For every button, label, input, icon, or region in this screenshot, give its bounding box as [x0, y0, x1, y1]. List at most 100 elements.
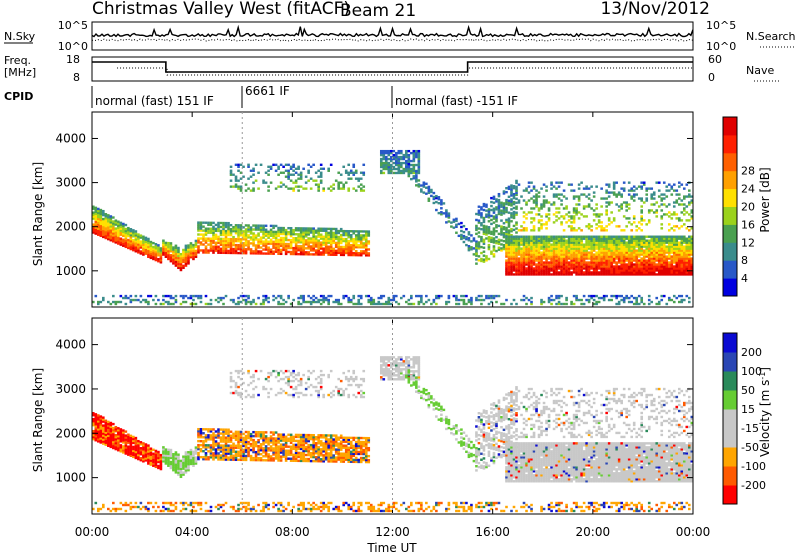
power-cell [137, 241, 140, 244]
power-cell [92, 300, 95, 304]
power-cell [635, 265, 639, 268]
power-cell [395, 161, 398, 165]
velocity-cell [174, 463, 178, 466]
power-cell [627, 269, 631, 272]
power-cell [567, 269, 571, 272]
velocity-cell [99, 433, 103, 436]
velocity-cell [182, 457, 185, 460]
power-cell [690, 235, 694, 238]
velocity-cell [117, 433, 120, 436]
power-cell [254, 246, 258, 249]
power-cell [287, 226, 290, 230]
power-cell [362, 189, 366, 192]
power-cell [107, 232, 110, 235]
power-cell [307, 294, 310, 298]
power-cell [660, 261, 664, 264]
power-cell [625, 267, 628, 270]
power-cell [154, 247, 158, 250]
power-cell [622, 239, 626, 242]
power-cell [492, 221, 496, 224]
velocity-cell [109, 425, 113, 429]
power-cell [384, 155, 388, 159]
power-cell [670, 193, 674, 196]
power-cell [672, 201, 676, 204]
power-cell [650, 267, 654, 270]
power-cell [605, 201, 608, 204]
power-cell [362, 246, 366, 249]
power-cell [99, 230, 103, 234]
power-cell [212, 241, 215, 244]
power-cell [415, 184, 418, 187]
power-cell [660, 265, 664, 268]
power-cell [612, 273, 616, 276]
power-cell [450, 225, 453, 228]
power-cell [507, 237, 511, 240]
power-cell [557, 261, 561, 264]
velocity-cell [92, 419, 95, 423]
power-cell [610, 237, 613, 240]
power-cell [152, 251, 155, 255]
power-cell [530, 243, 533, 246]
velocity-cell [122, 433, 125, 436]
power-cell [532, 261, 536, 264]
power-cell [274, 163, 278, 167]
power-cell [447, 214, 451, 217]
velocity-cell [157, 454, 160, 458]
power-cell [384, 165, 388, 169]
velocity-cell [112, 428, 115, 432]
power-cell [287, 230, 290, 234]
power-cell [627, 221, 631, 224]
power-cell [487, 226, 491, 229]
power-cell [299, 302, 303, 306]
power-cell [122, 222, 125, 226]
velocity-cell [174, 459, 178, 462]
power-cell [387, 161, 391, 165]
power-cell [667, 271, 671, 274]
power-cell [537, 263, 541, 266]
power-cell [312, 245, 315, 248]
power-cell [597, 237, 601, 240]
power-cell [329, 294, 333, 298]
power-cell [685, 241, 689, 244]
power-cell [425, 294, 428, 298]
power-cell [617, 237, 621, 240]
power-cell [112, 240, 115, 243]
power-cell [525, 203, 528, 206]
power-cell [172, 296, 175, 300]
power-cell [617, 257, 621, 260]
power-cell [347, 235, 351, 239]
power-cell [507, 269, 511, 272]
power-cell [672, 249, 676, 252]
power-cell [222, 302, 225, 306]
power-cell [262, 242, 265, 245]
power-cell [209, 227, 213, 230]
power-cell [142, 245, 145, 248]
power-cell [525, 201, 528, 204]
velocity-cell [212, 434, 215, 437]
power-cell [615, 245, 618, 248]
power-cell [430, 302, 433, 306]
power-cell [632, 251, 636, 254]
power-cell [600, 261, 603, 264]
power-cell [565, 245, 568, 248]
power-cell [207, 227, 210, 230]
power-cell [364, 232, 368, 235]
power-cell [542, 205, 546, 208]
power-cell [252, 228, 255, 231]
velocity-cell [199, 428, 203, 431]
power-cell [117, 300, 120, 304]
power-cell [527, 265, 531, 268]
power-cell [400, 296, 403, 300]
power-cell [267, 236, 270, 239]
power-cell [607, 263, 611, 266]
power-cell [530, 197, 533, 200]
power-cell [507, 185, 511, 189]
velocity-cell [94, 437, 98, 440]
power-cell [652, 197, 656, 200]
velocity-cell [187, 457, 190, 460]
power-cell [560, 261, 563, 264]
power-cell [577, 263, 581, 266]
power-cell [557, 259, 561, 262]
power-cell [520, 229, 523, 232]
power-cell [117, 242, 120, 245]
